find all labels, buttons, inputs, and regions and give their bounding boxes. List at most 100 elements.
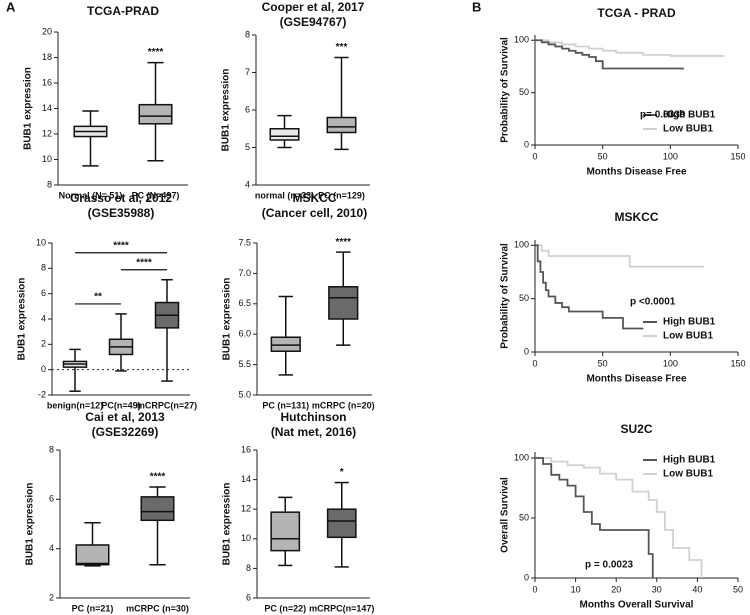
y-axis-label: BUB1 expression bbox=[25, 483, 36, 566]
y-tick-label: 4 bbox=[41, 313, 46, 323]
y-tick-label: 6.0 bbox=[238, 329, 251, 339]
y-tick-label: 6 bbox=[49, 494, 54, 504]
x-tick-label: benign(n=12) bbox=[47, 400, 103, 410]
y-tick-label: 4 bbox=[49, 543, 54, 553]
y-tick-label: -2 bbox=[38, 389, 46, 399]
x-tick-label: mCRPC (n=30) bbox=[126, 603, 189, 613]
chart-title: TCGA - PRAD bbox=[597, 6, 676, 20]
y-tick-label: 50 bbox=[519, 512, 529, 522]
p-value: p <0.0001 bbox=[630, 297, 676, 308]
y-tick-label: 10 bbox=[42, 154, 52, 164]
y-tick-label: 2 bbox=[41, 339, 46, 349]
x-tick-label: 40 bbox=[692, 584, 702, 594]
survival-curve bbox=[535, 244, 705, 268]
y-tick-label: 10 bbox=[36, 237, 46, 247]
x-axis-label: Months Disease Free bbox=[586, 374, 686, 385]
y-tick-label: 8 bbox=[246, 563, 251, 573]
y-tick-label: 6 bbox=[245, 104, 250, 114]
x-tick-label: Normal (N= 51) bbox=[59, 190, 123, 200]
y-tick-label: 12 bbox=[42, 128, 52, 138]
chart-title: SU2C bbox=[620, 422, 652, 436]
y-tick-label: 8 bbox=[41, 263, 46, 273]
y-tick-label: 6 bbox=[41, 288, 46, 298]
y-tick-label: 0 bbox=[524, 346, 529, 356]
y-tick-label: 100 bbox=[514, 240, 529, 250]
box bbox=[140, 496, 175, 522]
survival-curve bbox=[535, 457, 703, 578]
x-tick-label: 30 bbox=[652, 584, 662, 594]
x-tick-label: 0 bbox=[532, 358, 537, 368]
y-tick-label: 8 bbox=[47, 179, 52, 189]
y-tick-label: 5.5 bbox=[238, 359, 251, 369]
y-tick-label: 14 bbox=[42, 103, 52, 113]
x-axis-label: Months Disease Free bbox=[586, 167, 686, 178]
y-tick-label: 8 bbox=[245, 29, 250, 39]
y-tick-label: 18 bbox=[42, 52, 52, 62]
x-tick-label: normal (n=33) bbox=[255, 190, 314, 200]
significance: **** bbox=[150, 472, 166, 483]
y-axis-label: Probability of Survival bbox=[500, 37, 511, 143]
x-tick-label: PC (n=131) bbox=[262, 400, 309, 410]
x-tick-label: mCRPC (n=20) bbox=[312, 400, 375, 410]
y-tick-label: 7 bbox=[245, 67, 250, 77]
significance: **** bbox=[335, 237, 351, 248]
y-axis-label: BUB1 expression bbox=[222, 483, 233, 566]
y-tick-label: 16 bbox=[42, 77, 52, 87]
box bbox=[138, 103, 173, 125]
y-axis-label: Overall Survival bbox=[500, 477, 511, 553]
box bbox=[326, 508, 357, 539]
box bbox=[328, 286, 359, 320]
y-tick-label: 14 bbox=[241, 474, 251, 484]
x-tick-label: 100 bbox=[663, 151, 678, 161]
chart-title: Grasso et al, 2012 bbox=[70, 191, 172, 205]
legend-label: High BUB1 bbox=[663, 110, 716, 121]
survival-curve bbox=[535, 39, 725, 57]
y-tick-label: 50 bbox=[519, 87, 529, 97]
y-tick-label: 4 bbox=[245, 179, 250, 189]
x-tick-label: 150 bbox=[730, 151, 745, 161]
p-value: p= 0.0339 bbox=[640, 110, 686, 121]
box bbox=[75, 544, 110, 566]
x-tick-label: mCRPC(n=27) bbox=[137, 400, 197, 410]
x-axis-label: Months Overall Survival bbox=[580, 600, 694, 611]
y-tick-label: 100 bbox=[514, 452, 529, 462]
panel-label: A bbox=[6, 0, 16, 14]
y-tick-label: 12 bbox=[241, 504, 251, 514]
p-value: p = 0.0023 bbox=[585, 560, 634, 571]
box bbox=[326, 116, 357, 134]
y-tick-label: 6.5 bbox=[238, 298, 251, 308]
x-tick-label: 50 bbox=[733, 584, 743, 594]
chart-title: Cooper et al, 2017 bbox=[262, 0, 365, 14]
y-tick-label: 0 bbox=[524, 139, 529, 149]
y-tick-label: 16 bbox=[241, 444, 251, 454]
x-tick-label: 150 bbox=[730, 358, 745, 368]
chart-title: TCGA-PRAD bbox=[87, 4, 159, 18]
y-tick-label: 5.0 bbox=[238, 389, 251, 399]
y-tick-label: 6 bbox=[246, 592, 251, 602]
chart-subtitle: (GSE35988) bbox=[88, 206, 155, 220]
y-axis-label: BUB1 expression bbox=[221, 69, 232, 152]
y-axis-label: BUB1 expression bbox=[222, 278, 233, 361]
y-tick-label: 8 bbox=[49, 444, 54, 454]
significance: **** bbox=[113, 240, 129, 251]
legend-label: Low BUB1 bbox=[663, 124, 713, 135]
x-tick-label: 0 bbox=[532, 151, 537, 161]
significance: **** bbox=[136, 257, 152, 268]
x-tick-label: PC(n=49) bbox=[101, 400, 140, 410]
chart-title: MSKCC bbox=[293, 191, 337, 205]
y-axis-label: Probability of Survival bbox=[500, 243, 511, 349]
survival-curve bbox=[535, 457, 654, 578]
x-tick-label: 100 bbox=[663, 358, 678, 368]
x-tick-label: mCRPC(n=147) bbox=[309, 603, 374, 613]
y-tick-label: 7.5 bbox=[238, 237, 251, 247]
x-tick-label: 20 bbox=[611, 584, 621, 594]
legend-label: High BUB1 bbox=[663, 317, 716, 328]
chart-title: Hutchinson bbox=[281, 410, 347, 424]
chart-subtitle: (GSE94767) bbox=[280, 15, 347, 29]
x-tick-label: PC (n=22) bbox=[264, 603, 306, 613]
box bbox=[269, 128, 300, 141]
survival-curve bbox=[535, 39, 684, 70]
y-axis-label: BUB1 expression bbox=[17, 278, 28, 361]
x-tick-label: PC (n=129) bbox=[318, 190, 365, 200]
